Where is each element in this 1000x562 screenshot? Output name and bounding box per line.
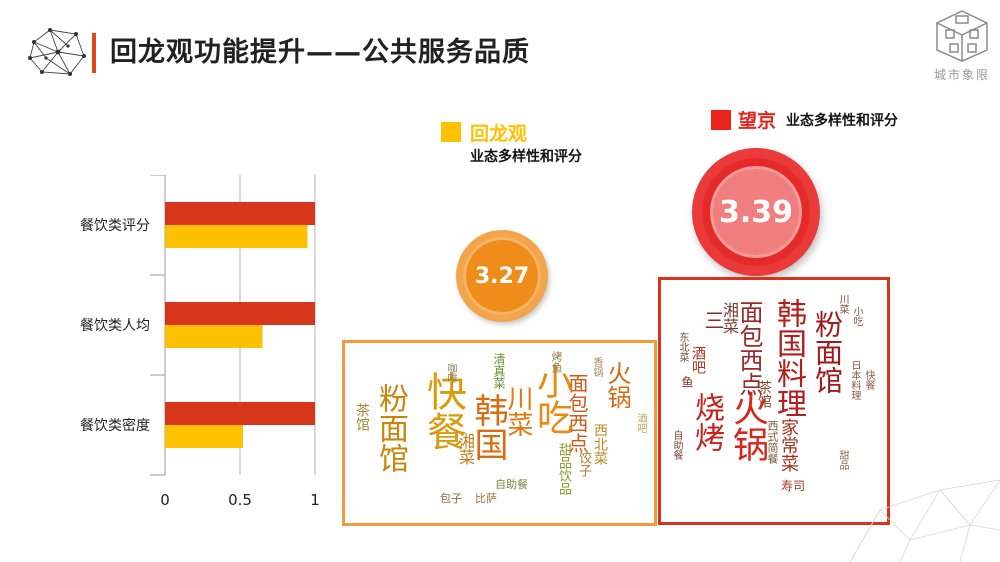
legend-subtitle-wangjing: 业态多样性和评分 <box>786 113 898 129</box>
cloud-word: 西式简餐 <box>766 420 779 464</box>
cloud-word: 清真菜 <box>492 353 506 389</box>
cloud-word: 酒吧 <box>690 346 706 374</box>
bar-1 <box>165 225 308 248</box>
x-tick-label: 0.5 <box>228 491 252 509</box>
bar-0 <box>165 202 315 225</box>
legend-swatch-huilongguan <box>441 122 461 142</box>
cloud-word: 甜品饮品 <box>556 443 571 495</box>
cloud-word: 湘菜 <box>720 302 739 334</box>
cloud-word: 寿司 <box>781 479 806 493</box>
cloud-word: 川菜 <box>837 294 848 314</box>
wordcloud-wangjing: 韩国料理 烧烤 火锅 粉面馆 面包西点 湘菜 三 家常菜 西式简餐 茶馆 寿司 … <box>658 277 890 525</box>
cloud-word: 面包西点 <box>565 373 589 453</box>
x-tick-label: 0 <box>160 491 170 509</box>
cloud-word: 自助餐 <box>671 430 682 460</box>
cloud-word: 快餐 <box>420 371 466 451</box>
cloud-word: 粉面馆 <box>811 310 844 394</box>
cloud-word: 包子 <box>440 492 462 505</box>
legend-label-wangjing: 望京 <box>738 110 777 132</box>
wordcloud-huilongguan: 粉面馆 快餐 面包西点 川菜 火锅 小吃 韩国 茶馆 湘菜 甜品饮品 西北菜 饺… <box>342 340 657 526</box>
score-badge-wangjing: 3.39 <box>692 148 820 276</box>
cloud-word: 饺子 <box>576 451 591 477</box>
cloud-word: 快餐 <box>863 370 874 390</box>
cloud-word: 西北菜 <box>592 423 608 465</box>
cloud-word: 烧烤 <box>689 392 724 452</box>
score-value-huilongguan: 3.27 <box>474 263 530 289</box>
score-value-wangjing: 3.39 <box>718 194 794 230</box>
cloud-word: 自助餐 <box>495 478 528 491</box>
cloud-word: 比萨 <box>475 492 497 505</box>
bar-1 <box>165 425 243 448</box>
page-title: 回龙观功能提升——公共服务品质 <box>110 37 530 68</box>
cloud-word: 咖啡 <box>445 363 456 383</box>
category-label: 餐饮类人均 <box>80 318 150 334</box>
category-label: 餐饮类评分 <box>80 218 150 234</box>
cloud-word: 小吃 <box>531 363 572 435</box>
legend-label-huilongguan: 回龙观 <box>470 123 528 145</box>
cloud-word: 面包西点 <box>735 300 763 396</box>
bar-0 <box>165 302 315 325</box>
cloud-word: 鱼 <box>680 376 694 388</box>
cloud-word: 川菜 <box>503 385 533 437</box>
brand-name: 城市象限 <box>934 68 991 82</box>
legend-swatch-wangjing <box>711 110 731 130</box>
bar-0 <box>165 402 315 425</box>
category-label: 餐饮类密度 <box>80 417 150 434</box>
cloud-word: 日本料理 <box>849 360 860 400</box>
cloud-word: 火锅 <box>727 390 768 462</box>
cloud-word: 甜品 <box>837 450 848 470</box>
network-logo-icon <box>28 28 86 76</box>
cloud-word: 东北菜 <box>677 332 688 362</box>
legend-subtitle-huilongguan: 业态多样性和评分 <box>470 149 582 165</box>
score-badge-huilongguan: 3.27 <box>456 230 548 322</box>
cloud-word: 韩国 <box>468 393 508 461</box>
cloud-word: 湘菜 <box>456 433 475 465</box>
cloud-word: 三 <box>701 310 725 330</box>
title-accent-bar <box>92 33 96 73</box>
cloud-word: 酒吧 <box>635 413 646 433</box>
cloud-word: 粉面馆 <box>373 383 408 473</box>
cloud-word: 茶馆 <box>756 380 772 408</box>
cloud-word: 香锅 <box>591 357 602 377</box>
cloud-word: 小吃 <box>851 306 862 326</box>
score-badge-inner: 3.39 <box>713 169 799 255</box>
cloud-word: 家常菜 <box>778 418 799 472</box>
cloud-word: 火锅 <box>603 361 631 409</box>
cloud-word: 烤鱼 <box>550 351 563 373</box>
cloud-word: 韩国料理 <box>771 298 806 418</box>
brand-cube-icon <box>936 10 988 62</box>
cloud-word: 茶馆 <box>354 403 370 431</box>
x-tick-label: 1 <box>310 491 320 509</box>
corner-mesh-decoration <box>849 479 1000 562</box>
bar-1 <box>165 325 263 348</box>
